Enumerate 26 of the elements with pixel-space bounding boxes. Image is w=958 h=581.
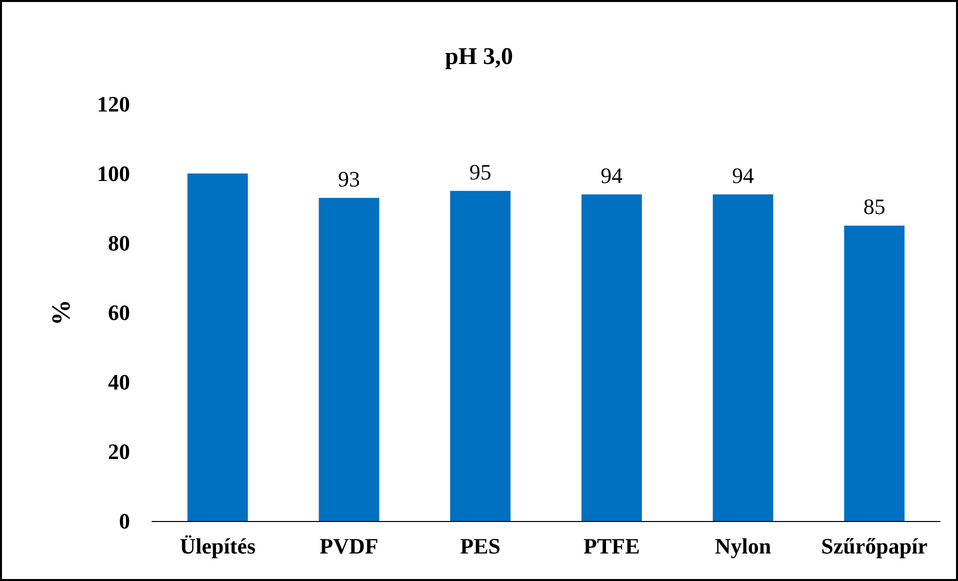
bar — [450, 190, 511, 521]
x-tick-label: Szűrőpapír — [821, 534, 928, 558]
y-tick-label: 80 — [108, 230, 130, 256]
y-tick-label: 120 — [97, 92, 130, 116]
y-tick-label: 40 — [108, 370, 130, 394]
bar — [318, 198, 380, 521]
y-tick-label: 60 — [108, 300, 130, 325]
x-tick-label: Nylon — [714, 534, 772, 558]
bar — [187, 174, 248, 521]
bar — [712, 194, 774, 521]
data-label: 93 — [338, 166, 360, 192]
chart-title: pH 3,0 — [444, 44, 514, 70]
x-tick-label: PVDF — [320, 534, 378, 558]
y-axis-title: % — [46, 300, 76, 326]
y-tick-label: 0 — [119, 508, 130, 534]
x-tick-label: PTFE — [584, 534, 640, 558]
y-tick-label: 100 — [97, 161, 130, 186]
x-tick-label: Ülepítés — [180, 534, 256, 558]
x-tick-label: PES — [460, 534, 501, 558]
data-label: 94 — [600, 162, 623, 188]
bar — [581, 194, 642, 521]
bar — [844, 226, 905, 521]
y-tick-label: 20 — [108, 439, 130, 464]
data-label: 95 — [469, 159, 492, 184]
data-label: 94 — [732, 162, 754, 188]
data-label: 85 — [863, 194, 886, 220]
